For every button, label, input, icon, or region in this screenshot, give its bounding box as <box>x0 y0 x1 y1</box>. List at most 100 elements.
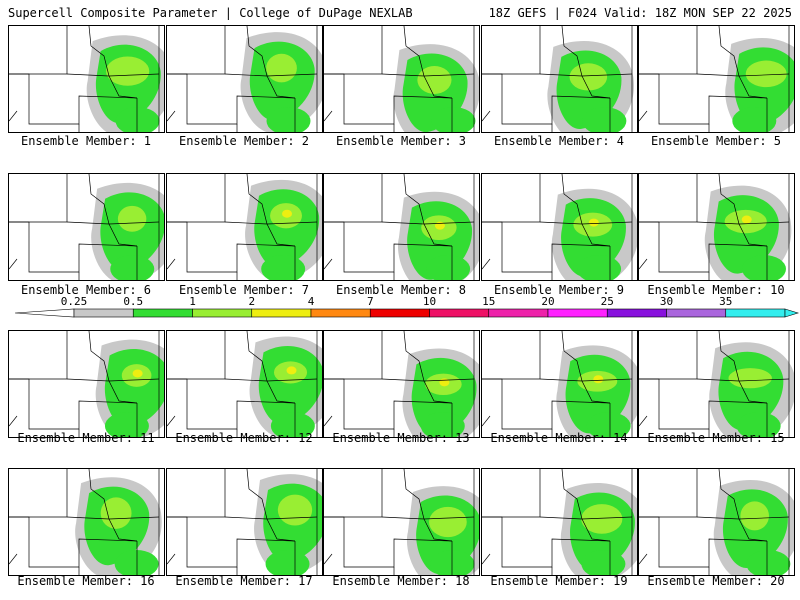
colorbar-segment <box>606 308 667 318</box>
colorbar-tick-label: 15 <box>482 295 495 308</box>
page-title: Supercell Composite Parameter | College … <box>8 6 413 20</box>
political-boundaries <box>167 331 318 437</box>
ensemble-member-map-3 <box>323 25 480 133</box>
scp-field-green <box>258 345 322 425</box>
scp-field-south <box>110 255 155 280</box>
scp-field-yellow <box>434 221 445 230</box>
ensemble-member-map-16 <box>8 468 165 576</box>
political-boundaries <box>482 26 633 132</box>
colorbar-left-arrow <box>14 308 75 318</box>
scp-field-green <box>104 349 164 428</box>
ensemble-member-map-10 <box>638 173 795 281</box>
colorbar-tick-label: 35 <box>719 295 732 308</box>
ensemble-member-map-4 <box>481 25 638 133</box>
ensemble-member-map-17 <box>166 468 323 576</box>
ensemble-member-label: Ensemble Member: 12 <box>175 431 313 445</box>
scp-field-south <box>266 107 311 132</box>
scp-field-yellow <box>286 366 297 375</box>
political-boundaries <box>9 174 160 280</box>
colorbar-segment <box>547 308 608 318</box>
colorbar-tick-label: 20 <box>541 295 554 308</box>
scp-field-lightgreen <box>745 60 787 88</box>
ensemble-member-map-6 <box>8 173 165 281</box>
colorbar-segment <box>132 308 193 318</box>
scp-field-lightgreen <box>106 56 150 86</box>
colorbar-right-arrow <box>784 308 800 318</box>
political-boundaries <box>324 26 475 132</box>
political-boundaries <box>639 469 790 575</box>
scp-field-south <box>732 107 777 132</box>
ensemble-member-label: Ensemble Member: 16 <box>17 574 155 588</box>
scp-field-green <box>254 189 320 268</box>
scp-field-south <box>746 550 791 575</box>
scp-field-lightgreen <box>581 504 623 534</box>
colorbar-segment <box>251 308 312 318</box>
colorbar-tick-label: 30 <box>660 295 673 308</box>
scp-field-lightgreen <box>266 53 297 83</box>
ensemble-member-map-15 <box>638 330 795 438</box>
colorbar-tick-label: 10 <box>423 295 436 308</box>
ensemble-member-map-9 <box>481 173 638 281</box>
scp-field-south <box>582 107 627 132</box>
scp-field-yellow <box>282 209 293 218</box>
scp-field-south <box>581 550 626 575</box>
scp-field-south <box>270 412 315 437</box>
scp-field-south <box>114 550 159 575</box>
scp-field-south <box>265 550 310 575</box>
political-boundaries <box>482 174 633 280</box>
colorbar-segment <box>429 308 490 318</box>
political-boundaries <box>324 174 475 280</box>
colorbar-tick-label: 0.5 <box>123 295 143 308</box>
ensemble-member-map-7 <box>166 173 323 281</box>
ensemble-member-label: Ensemble Member: 11 <box>17 431 155 445</box>
ensemble-member-label: Ensemble Member: 7 <box>178 283 310 297</box>
scp-field-south <box>736 412 781 437</box>
scp-field-lightgreen <box>429 506 467 538</box>
scp-field-yellow <box>439 378 450 387</box>
political-boundaries <box>9 26 160 132</box>
run-valid-time: 18Z GEFS | F024 Valid: 18Z MON SEP 22 20… <box>488 6 792 20</box>
scp-field-south <box>104 412 149 437</box>
ensemble-member-map-20 <box>638 468 795 576</box>
scp-field-lightgreen <box>417 66 452 94</box>
colorbar-legend: 0.25 0.5 1 2 4 7 10 15 20 25 30 35 <box>14 295 800 318</box>
political-boundaries <box>167 174 318 280</box>
colorbar-segment <box>192 308 253 318</box>
colorbar-tick-label: 7 <box>367 295 374 308</box>
ensemble-member-label: Ensemble Member: 20 <box>647 574 785 588</box>
ensemble-member-map-18 <box>323 468 480 576</box>
scp-field-yellow <box>588 218 599 227</box>
colorbar-segment <box>488 308 549 318</box>
political-boundaries <box>167 469 318 575</box>
scp-field-lightgreen <box>117 205 147 232</box>
ensemble-member-label: Ensemble Member: 19 <box>490 574 628 588</box>
political-boundaries <box>639 174 790 280</box>
political-boundaries <box>482 469 633 575</box>
political-boundaries <box>639 26 790 132</box>
colorbar-segment <box>725 308 786 318</box>
scp-field-lightgreen <box>728 368 772 389</box>
scp-field-yellow <box>741 215 752 224</box>
political-boundaries <box>9 469 160 575</box>
ensemble-member-map-2 <box>166 25 323 133</box>
scp-field-south <box>741 255 786 280</box>
ensemble-member-map-8 <box>323 173 480 281</box>
colorbar-tick-label: 1 <box>189 295 196 308</box>
scp-field-south <box>261 255 306 280</box>
ensemble-member-map-12 <box>166 330 323 438</box>
scp-field-lightgreen <box>277 494 313 526</box>
ensemble-member-label: Ensemble Member: 2 <box>178 134 310 148</box>
scp-field-south <box>586 412 631 437</box>
ensemble-member-label: Ensemble Member: 17 <box>175 574 313 588</box>
political-boundaries <box>9 331 160 437</box>
ensemble-member-label: Ensemble Member: 4 <box>493 134 625 148</box>
ensemble-member-map-11 <box>8 330 165 438</box>
ensemble-member-label: Ensemble Member: 13 <box>332 431 470 445</box>
colorbar-tick-label: 0.25 <box>61 295 88 308</box>
ensemble-member-label: Ensemble Member: 14 <box>490 431 628 445</box>
ensemble-member-label: Ensemble Member: 3 <box>335 134 467 148</box>
political-boundaries <box>324 469 475 575</box>
colorbar-segment <box>73 308 134 318</box>
scp-field-south <box>431 107 476 132</box>
ensemble-member-label: Ensemble Member: 1 <box>20 134 152 148</box>
